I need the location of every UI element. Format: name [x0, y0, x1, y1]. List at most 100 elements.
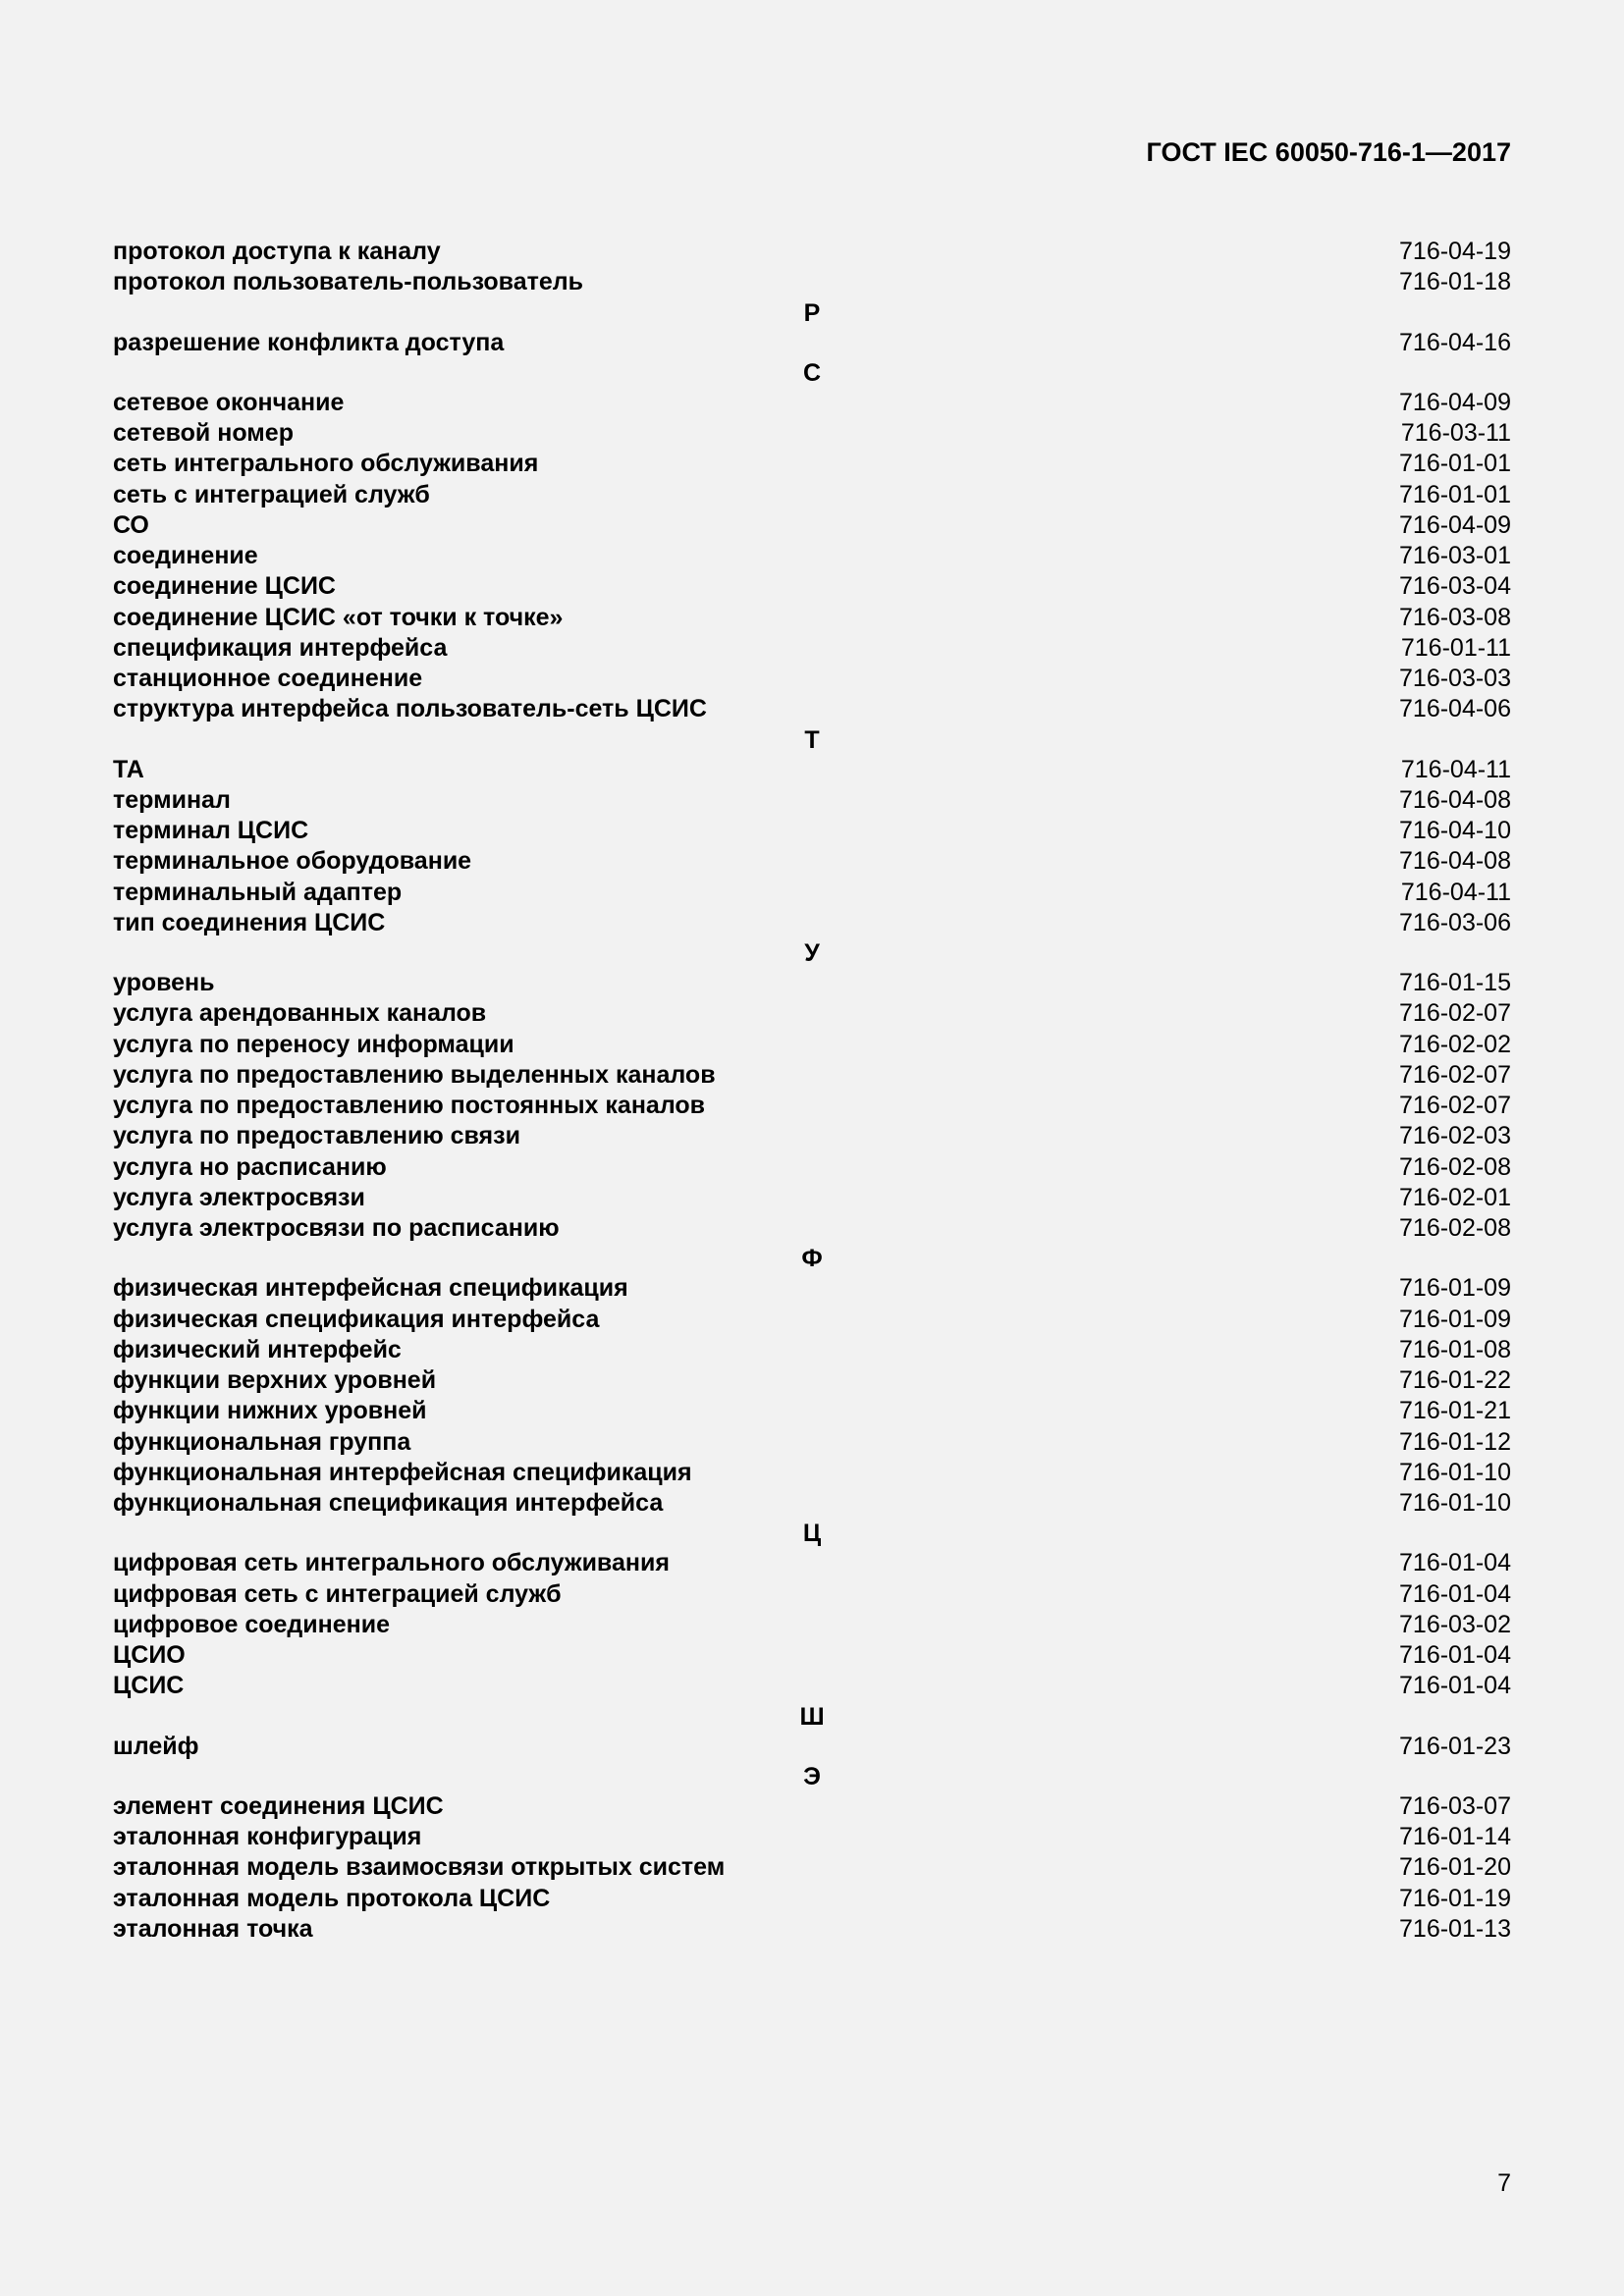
section-letter: Э	[113, 1762, 1511, 1791]
section-letter: Т	[113, 725, 1511, 755]
term-code: 716-01-14	[1399, 1822, 1511, 1852]
term-code: 716-02-03	[1399, 1121, 1511, 1151]
term-code: 716-04-16	[1399, 328, 1511, 358]
term-code: 716-04-09	[1399, 510, 1511, 541]
term-label: соединение ЦСИС	[113, 571, 1399, 602]
term-label: услуга по предоставлению выделенных кана…	[113, 1060, 1399, 1091]
term-label: цифровая сеть интегрального обслуживания	[113, 1548, 1399, 1578]
term-label: ТА	[113, 755, 1401, 785]
index-entry: функции верхних уровней716-01-22	[113, 1365, 1511, 1396]
term-label: функциональная спецификация интерфейса	[113, 1488, 1399, 1519]
term-code: 716-01-01	[1399, 480, 1511, 510]
term-label: спецификация интерфейса	[113, 633, 1401, 664]
term-code: 716-03-06	[1399, 908, 1511, 938]
term-code: 716-04-19	[1399, 237, 1511, 267]
index-entry: эталонная модель протокола ЦСИС716-01-19	[113, 1884, 1511, 1914]
term-code: 716-01-19	[1399, 1884, 1511, 1914]
term-label: эталонная конфигурация	[113, 1822, 1399, 1852]
term-label: физический интерфейс	[113, 1335, 1399, 1365]
term-label: терминал	[113, 785, 1399, 816]
index-entry: шлейф716-01-23	[113, 1732, 1511, 1762]
index-entry: функции нижних уровней716-01-21	[113, 1396, 1511, 1426]
term-label: эталонная модель взаимосвязи открытых си…	[113, 1852, 1399, 1883]
term-label: функциональная группа	[113, 1427, 1399, 1458]
term-label: сеть интегрального обслуживания	[113, 449, 1399, 479]
index-entry: функциональная интерфейсная спецификация…	[113, 1458, 1511, 1488]
term-code: 716-02-01	[1399, 1183, 1511, 1213]
index-entry: соединение ЦСИС716-03-04	[113, 571, 1511, 602]
index-entry: спецификация интерфейса716-01-11	[113, 633, 1511, 664]
index-entry: уровень716-01-15	[113, 968, 1511, 998]
term-code: 716-02-02	[1399, 1030, 1511, 1060]
term-code: 716-01-21	[1399, 1396, 1511, 1426]
index-entry: физическая спецификация интерфейса716-01…	[113, 1305, 1511, 1335]
term-label: услуга арендованных каналов	[113, 998, 1399, 1029]
term-label: терминальный адаптер	[113, 878, 1401, 908]
index-entry: сеть с интеграцией служб716-01-01	[113, 480, 1511, 510]
term-label: терминал ЦСИС	[113, 816, 1399, 846]
term-code: 716-03-03	[1399, 664, 1511, 694]
term-label: СО	[113, 510, 1399, 541]
term-code: 716-04-08	[1399, 846, 1511, 877]
term-code: 716-01-23	[1399, 1732, 1511, 1762]
term-label: станционное соединение	[113, 664, 1399, 694]
term-label: цифровая сеть с интеграцией служб	[113, 1579, 1399, 1610]
index-entry: ЦСИО716-01-04	[113, 1640, 1511, 1671]
term-code: 716-01-04	[1399, 1548, 1511, 1578]
index-entry: цифровая сеть интегрального обслуживания…	[113, 1548, 1511, 1578]
section-letter: С	[113, 358, 1511, 388]
index-entry: элемент соединения ЦСИС716-03-07	[113, 1791, 1511, 1822]
section-letter: Р	[113, 298, 1511, 328]
term-code: 716-01-10	[1399, 1488, 1511, 1519]
term-code: 716-03-04	[1399, 571, 1511, 602]
term-label: функциональная интерфейсная спецификация	[113, 1458, 1399, 1488]
term-label: услуга по предоставлению постоянных кана…	[113, 1091, 1399, 1121]
index-entry: протокол пользователь-пользователь716-01…	[113, 267, 1511, 297]
term-label: услуга электросвязи по расписанию	[113, 1213, 1399, 1244]
term-code: 716-02-08	[1399, 1213, 1511, 1244]
document-page: ГОСТ IEC 60050-716-1—2017 протокол досту…	[0, 0, 1624, 2296]
term-code: 716-03-02	[1399, 1610, 1511, 1640]
index-entry: сетевое окончание716-04-09	[113, 388, 1511, 418]
term-code: 716-04-06	[1399, 694, 1511, 724]
term-code: 716-01-01	[1399, 449, 1511, 479]
term-code: 716-01-08	[1399, 1335, 1511, 1365]
term-label: эталонная модель протокола ЦСИС	[113, 1884, 1399, 1914]
index-entry: функциональная спецификация интерфейса71…	[113, 1488, 1511, 1519]
term-label: тип соединения ЦСИС	[113, 908, 1399, 938]
term-label: сетевое окончание	[113, 388, 1399, 418]
term-code: 716-01-04	[1399, 1579, 1511, 1610]
index-entry: цифровое соединение716-03-02	[113, 1610, 1511, 1640]
index-entry: эталонная конфигурация716-01-14	[113, 1822, 1511, 1852]
term-label: услуга электросвязи	[113, 1183, 1399, 1213]
index-entry: терминальный адаптер716-04-11	[113, 878, 1511, 908]
index-entry: цифровая сеть с интеграцией служб716-01-…	[113, 1579, 1511, 1610]
term-label: услуга но расписанию	[113, 1152, 1399, 1183]
term-code: 716-01-04	[1399, 1640, 1511, 1671]
section-letter: У	[113, 938, 1511, 968]
index-entry: СО716-04-09	[113, 510, 1511, 541]
term-code: 716-04-08	[1399, 785, 1511, 816]
index-entry: эталонная модель взаимосвязи открытых си…	[113, 1852, 1511, 1883]
page-number: 7	[1497, 2169, 1511, 2198]
index-entry: соединение716-03-01	[113, 541, 1511, 571]
index-entry: разрешение конфликта доступа716-04-16	[113, 328, 1511, 358]
index-entry: услуга арендованных каналов716-02-07	[113, 998, 1511, 1029]
index-entry: ЦСИС716-01-04	[113, 1671, 1511, 1701]
term-label: элемент соединения ЦСИС	[113, 1791, 1399, 1822]
term-code: 716-01-13	[1399, 1914, 1511, 1945]
term-label: функции нижних уровней	[113, 1396, 1399, 1426]
term-label: услуга по предоставлению связи	[113, 1121, 1399, 1151]
index-entry: услуга по предоставлению постоянных кана…	[113, 1091, 1511, 1121]
term-label: протокол пользователь-пользователь	[113, 267, 1399, 297]
term-label: сетевой номер	[113, 418, 1401, 449]
term-label: эталонная точка	[113, 1914, 1399, 1945]
term-code: 716-04-10	[1399, 816, 1511, 846]
section-letter: Ц	[113, 1519, 1511, 1548]
term-code: 716-01-09	[1399, 1273, 1511, 1304]
term-code: 716-01-22	[1399, 1365, 1511, 1396]
index-entry: станционное соединение716-03-03	[113, 664, 1511, 694]
term-code: 716-04-11	[1401, 755, 1511, 785]
term-label: сеть с интеграцией служб	[113, 480, 1399, 510]
term-code: 716-01-04	[1399, 1671, 1511, 1701]
